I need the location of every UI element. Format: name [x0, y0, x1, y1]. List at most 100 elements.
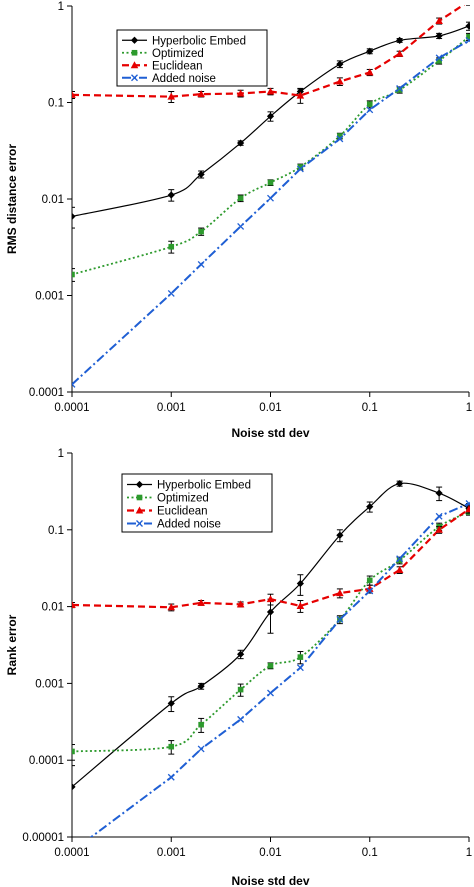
- chart-2-legend-marker: [135, 506, 144, 514]
- chart-1-x-tick-label: 1: [466, 402, 472, 414]
- chart-1-data-point: [267, 194, 274, 202]
- chart-2-data-point: [396, 557, 403, 564]
- chart-2-data-point: [237, 686, 244, 693]
- chart-1-legend-marker: [131, 74, 138, 82]
- chart-1-data-point-stroke-b: [197, 260, 205, 268]
- chart-1-data-point: [267, 179, 274, 186]
- chart-2-x-axis-label: Noise std dev: [231, 874, 309, 887]
- chart-2-data-point-stroke-b: [465, 501, 470, 507]
- chart-2-data-point: [198, 721, 204, 728]
- chart-1-y-tick-label: 0.1: [48, 98, 64, 110]
- chart-1-data-point: [237, 195, 244, 201]
- chart-2-legend-marker-stroke-b: [136, 520, 143, 527]
- chart-2-data-point: [197, 745, 205, 753]
- chart-2-data-point: [72, 783, 76, 791]
- chart-2-data-point: [395, 565, 404, 573]
- chart-1-y-tick-label: 0.0001: [29, 387, 64, 399]
- chart-2-y-tick-label: 1: [58, 448, 64, 460]
- chart-2-legend-box: [121, 473, 273, 533]
- chart-1-data-point-stroke-a: [72, 383, 76, 388]
- chart-1-data-point-stroke-b: [465, 38, 470, 44]
- chart-1-data-point: [296, 165, 304, 173]
- chart-1-legend-label: Euclidean: [152, 60, 203, 72]
- chart-1-series-line: [72, 25, 470, 217]
- chart-1-data-point: [436, 58, 442, 64]
- chart-1-data-point-stroke-b: [72, 380, 76, 386]
- chart-1-y-axis-label: RMS distance error: [5, 144, 19, 254]
- chart-1-data-point: [466, 33, 470, 40]
- chart-1-series-line: [72, 5, 466, 98]
- chart-1-data-point: [236, 89, 245, 97]
- chart-2-data-point-stroke-b: [237, 715, 245, 723]
- chart-2-data-point: [167, 699, 175, 707]
- chart-1-data-point: [435, 16, 443, 24]
- chart-2-x-tick-label: 0.0001: [54, 847, 89, 859]
- chart-1-data-point: [337, 133, 343, 139]
- chart-1-series-added-noise: [72, 36, 470, 388]
- chart-1-data-point: [296, 91, 305, 99]
- chart-1-x-tick-label: 0.1: [362, 402, 378, 414]
- chart-1-plot-area: [72, 5, 470, 388]
- chart-1-data-point: [266, 112, 275, 120]
- chart-2-data-point: [296, 601, 305, 609]
- chart-1-data-point: [72, 90, 76, 98]
- chart-2-data-point: [267, 689, 274, 697]
- chart-2-data-point: [72, 748, 75, 755]
- chart-1-data-point: [237, 139, 245, 147]
- chart-1-legend-marker: [130, 36, 139, 44]
- chart-1-data-point: [465, 22, 470, 30]
- chart-1-data-point: [72, 212, 76, 221]
- chart-1-legend-label: Optimized: [152, 48, 204, 60]
- chart-2-data-point: [366, 577, 373, 584]
- chart-2-data-point: [435, 489, 443, 497]
- chart-1-legend-label: Hyperbolic Embed: [152, 35, 246, 47]
- chart-1-y-tick-label: 1: [58, 1, 64, 13]
- chart-1-data-point: [197, 90, 205, 98]
- chart-1-legend-box: [116, 29, 268, 87]
- chart-2-data-point: [366, 587, 374, 595]
- chart-1-x-tick-label: 0.0001: [54, 402, 89, 414]
- chart-2-x-tick-label: 0.1: [362, 847, 378, 859]
- chart-1-data-point: [336, 60, 344, 68]
- chart-2-data-point: [197, 682, 205, 690]
- chart-2-legend-label: Added noise: [157, 519, 221, 531]
- chart-1-data-point-stroke-b: [296, 165, 304, 173]
- chart-2-y-tick-label: 0.00001: [22, 832, 64, 844]
- chart-2-data-point: [465, 500, 470, 507]
- chart-1-data-point: [167, 92, 176, 100]
- chart-1-data-point-stroke-b: [237, 222, 245, 230]
- chart-2-data-point: [396, 555, 404, 563]
- chart-1-legend-marker: [131, 49, 138, 56]
- chart-2-data-point-stroke-b: [366, 587, 374, 595]
- chart-1-data-point: [72, 271, 75, 278]
- chart-1-x-tick-label: 0.01: [259, 402, 281, 414]
- chart-1-data-point-stroke-b: [336, 135, 344, 143]
- chart-2-data-point-stroke-b: [167, 773, 175, 781]
- chart-1-legend: Hyperbolic EmbedOptimizedEuclideanAdded …: [116, 29, 268, 87]
- chart-2-series-added-noise: [89, 500, 470, 837]
- chart-1-data-point-stroke-b: [396, 84, 404, 92]
- chart-1-data-point: [366, 101, 373, 108]
- chart-2-data-point: [336, 589, 344, 597]
- chart-1-data-point: [336, 135, 344, 143]
- chart-1-data-point: [395, 49, 404, 57]
- chart-1-data-point: [297, 164, 304, 170]
- chart-2-data-point-stroke-b: [435, 512, 443, 520]
- chart-2-data-point: [236, 600, 245, 608]
- chart-2-data-point: [435, 512, 443, 520]
- chart-2-y-tick-label: 0.0001: [29, 755, 64, 767]
- chart-2-data-point: [168, 743, 175, 750]
- chart-1-y-tick-label: 0.01: [42, 194, 64, 206]
- chart-1-x-tick-label: 0.001: [157, 402, 186, 414]
- chart-2-y-tick-label: 0.1: [48, 525, 64, 537]
- chart-2-data-point: [267, 662, 274, 669]
- chart-1-data-point: [396, 87, 403, 93]
- chart-2-data-point: [167, 603, 176, 611]
- chart-2-y-axis-label: Rank error: [5, 614, 19, 675]
- chart-1-series-hyperbolic-embed: [72, 21, 470, 229]
- chart-1-data-point-stroke-b: [267, 194, 274, 202]
- chart-1-data-point: [266, 87, 275, 95]
- chart-2-series-line: [72, 508, 470, 609]
- chart-2: 0.00001 0.0001 0.001 0.01 0.1 1 0.0001 0.001 0.0…: [5, 448, 472, 887]
